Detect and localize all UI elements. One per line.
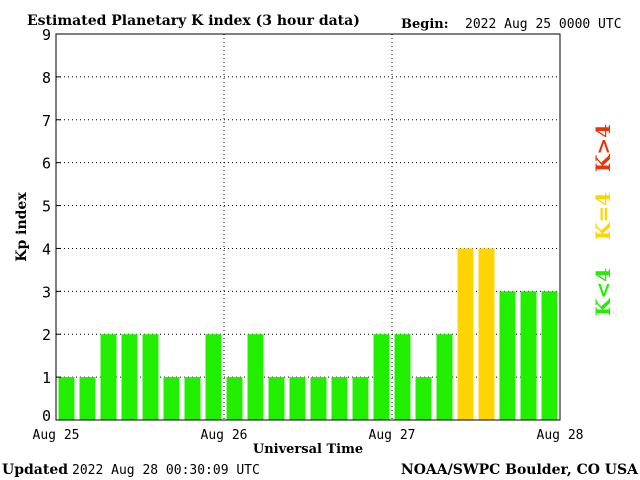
kp-bar <box>163 377 180 420</box>
y-tick-label: 0 <box>42 407 51 425</box>
chart-title: Estimated Planetary K index (3 hour data… <box>27 13 360 29</box>
kp-bar <box>289 377 306 420</box>
bars <box>58 248 558 420</box>
kp-bar <box>331 377 348 420</box>
source-credit: NOAA/SWPC Boulder, CO USA <box>401 462 639 478</box>
x-tick-label: Aug 28 <box>537 428 584 443</box>
kp-bar <box>436 334 453 420</box>
y-axis-label: Kp index <box>14 192 30 262</box>
kp-bar <box>478 248 495 420</box>
y-tick-label: 8 <box>42 69 51 87</box>
x-axis-label: Universal Time <box>253 442 363 457</box>
y-tick-label: 2 <box>42 326 51 344</box>
legend-equal: K=4 <box>591 192 615 240</box>
y-tick-label: 1 <box>42 369 51 387</box>
grid-lines <box>56 34 560 420</box>
y-tick-label: 5 <box>42 198 51 216</box>
y-tick-label: 9 <box>42 26 51 44</box>
kp-bar <box>499 291 516 420</box>
kp-bar <box>58 377 75 420</box>
kp-bar <box>226 377 243 420</box>
kp-bar <box>79 377 96 420</box>
kp-bar <box>310 377 327 420</box>
y-tick-label: 7 <box>42 112 51 130</box>
kp-bar <box>520 291 537 420</box>
x-tick-label: Aug 26 <box>201 428 248 443</box>
x-ticks: Aug 25 Aug 26 Aug 27 Aug 28 <box>33 428 584 443</box>
plot-frame <box>55 33 561 421</box>
kp-bar <box>184 377 201 420</box>
y-ticks: 0 1 2 3 4 5 6 7 8 9 <box>42 26 61 425</box>
kp-bar <box>121 334 138 420</box>
begin-value: 2022 Aug 25 0000 UTC <box>465 17 622 32</box>
kp-bar <box>247 334 264 420</box>
x-tick-label: Aug 27 <box>369 428 416 443</box>
kp-bar <box>205 334 222 420</box>
kp-bar <box>142 334 159 420</box>
y-tick-label: 4 <box>42 240 51 258</box>
updated-value: 2022 Aug 28 00:30:09 UTC <box>72 463 260 478</box>
legend-low: K<4 <box>591 268 615 316</box>
kp-bar <box>457 248 474 420</box>
updated-label: Updated <box>2 462 68 478</box>
x-tick-label: Aug 25 <box>33 428 80 443</box>
kp-bar <box>352 377 369 420</box>
legend-high: K>4 <box>591 124 615 172</box>
kp-bar <box>268 377 285 420</box>
kp-bar <box>541 291 558 420</box>
kp-bar <box>415 377 432 420</box>
y-tick-label: 3 <box>42 283 51 301</box>
kp-bar <box>100 334 117 420</box>
y-tick-label: 6 <box>42 155 51 173</box>
begin-label: Begin: <box>401 17 449 32</box>
kp-bar <box>394 334 411 420</box>
kp-bar <box>373 334 390 420</box>
